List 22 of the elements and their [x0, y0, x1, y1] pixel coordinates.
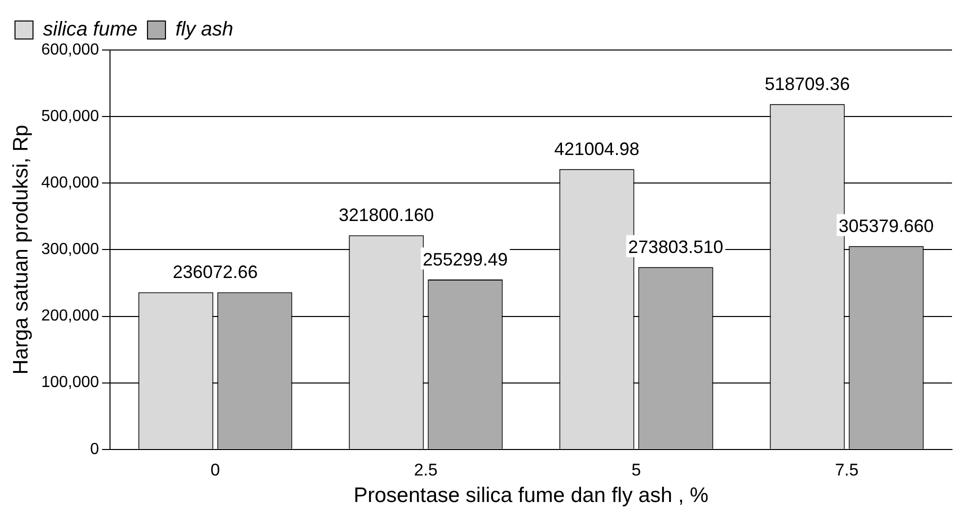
data-label: 305379.660 [838, 216, 934, 236]
y-tick-label: 600,000 [41, 41, 100, 58]
data-label: 321800.160 [338, 205, 434, 226]
data-label: 255299.49 [422, 249, 508, 270]
data-label: 236072.66 [172, 262, 258, 282]
y-tick-label: 300,000 [41, 241, 100, 258]
x-tick-label: 5 [632, 460, 641, 480]
y-tick-label: 100,000 [41, 374, 100, 392]
data-label: 518709.36 [764, 74, 850, 94]
data-label: 421004.98 [554, 139, 640, 160]
legend-label: fly ash [175, 18, 234, 41]
legend-label: silica fume [43, 18, 138, 41]
x-tick-label: 2.5 [414, 460, 438, 480]
x-axis-title: Prosentase silica fume dan fly ash , % [354, 484, 708, 508]
x-tick-label: 0 [210, 460, 220, 480]
data-label: 273803.510 [628, 237, 724, 258]
y-tick-label: 500,000 [41, 108, 100, 125]
x-tick-label: 7.5 [834, 460, 859, 480]
y-tick-label: 400,000 [41, 174, 100, 192]
y-tick-label: 200,000 [41, 308, 100, 325]
y-axis-title: Harga satuan produksi, Rp [9, 124, 32, 375]
y-tick-label: 0 [90, 440, 100, 458]
